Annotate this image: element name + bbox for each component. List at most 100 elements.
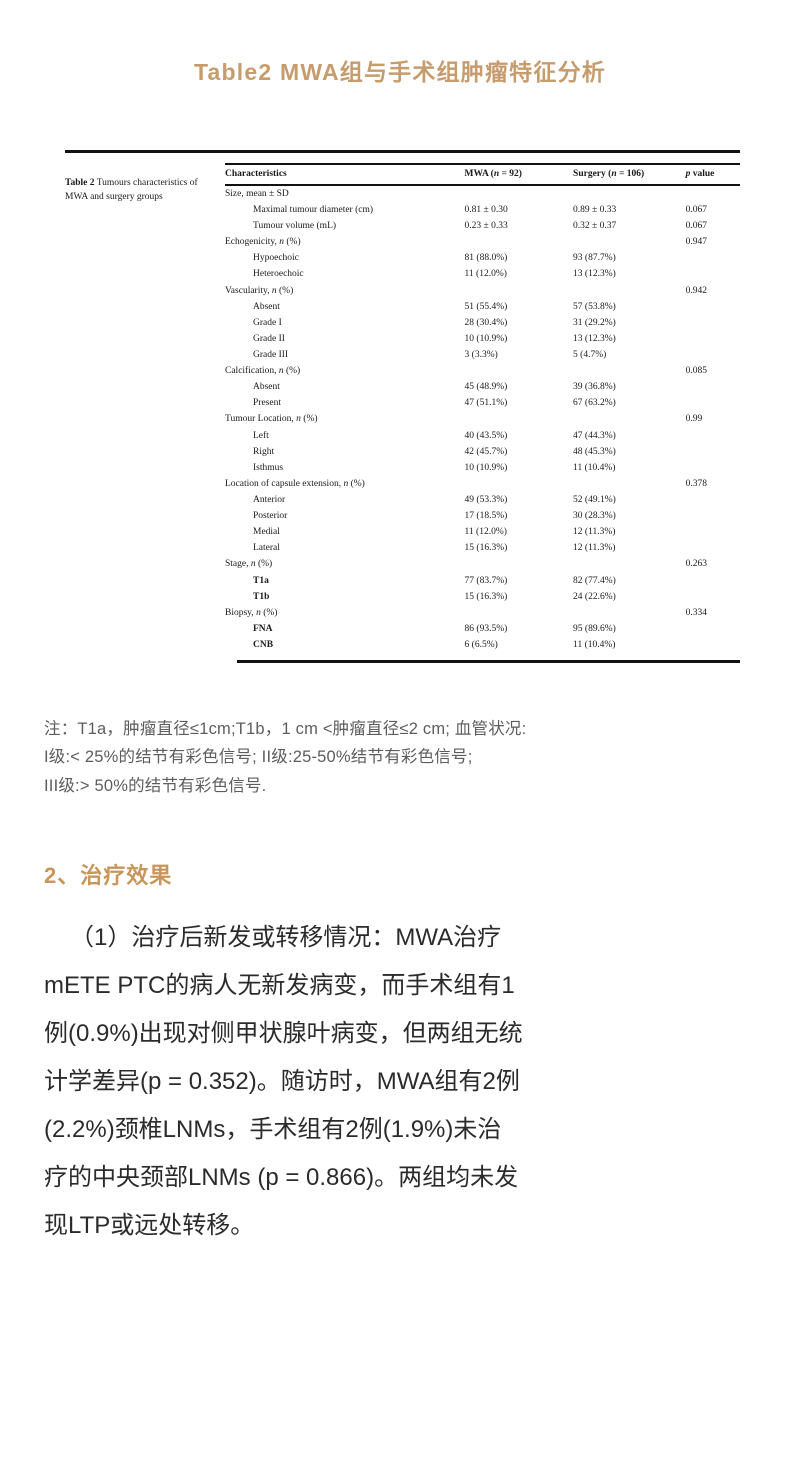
- cell-pvalue: [682, 428, 740, 444]
- cell-mwa: [463, 185, 572, 202]
- cell-mwa: 45 (48.9%): [464, 382, 508, 393]
- column-header-pvalue-italic: p: [685, 169, 691, 180]
- table-row: Tumour volume (mL) 0.23 ± 0.33 0.32 ± 0.37…: [225, 219, 740, 235]
- cell-surgery: 39 (36.8%): [573, 382, 616, 393]
- cell-surgery: [571, 605, 682, 621]
- cell-surgery: 48 (45.3%): [573, 446, 616, 457]
- cell-mwa: [463, 412, 572, 428]
- paragraph-line: 计学差异(p = 0.352)。随访时，MWA组有2例: [44, 1067, 520, 1095]
- cell-pvalue: 0.085: [685, 366, 707, 377]
- cell-mwa: 6 (6.5%): [464, 639, 498, 650]
- table-row: Heteroechoic 11 (12.0%) 13 (12.3%): [225, 267, 740, 283]
- cell-characteristic: FNA: [253, 623, 273, 634]
- page-root: Table2 MWA组与手术组肿瘤特征分析 Table 2 Tumours ch…: [0, 15, 800, 1250]
- cell-characteristic: Stage, n (%): [225, 559, 273, 570]
- table-row: Size, mean ± SD: [225, 185, 740, 202]
- cell-surgery: 52 (49.1%): [573, 494, 616, 505]
- section-heading: 2、治疗效果: [44, 862, 173, 888]
- cell-pvalue: [682, 541, 740, 557]
- column-header-mwa-pre: MWA (: [464, 169, 494, 180]
- cell-mwa: 3 (3.3%): [464, 349, 498, 360]
- table-row: Biopsy, n (%) 0.334: [225, 605, 740, 621]
- column-header-surgery: Surgery (n = 106): [571, 163, 682, 187]
- cell-mwa: 0.23 ± 0.33: [464, 221, 508, 232]
- cell-characteristic: Tumour Location, n (%): [225, 414, 318, 425]
- table-caption-number: Table 2: [65, 178, 95, 189]
- cell-characteristic: Anterior: [253, 494, 286, 505]
- table-body-wrapper: Table 2 Tumours characteristics of MWA a…: [65, 163, 740, 653]
- cell-characteristic: T1b: [253, 591, 270, 602]
- table-row: Right 42 (45.7%) 48 (45.3%): [225, 444, 740, 460]
- column-header-mwa-italic: n: [493, 169, 500, 180]
- cell-pvalue: 0.378: [685, 478, 707, 489]
- cell-pvalue: [682, 347, 740, 363]
- cell-pvalue: [682, 573, 740, 589]
- cell-surgery: 24 (22.6%): [573, 591, 616, 602]
- cell-mwa: 42 (45.7%): [464, 446, 508, 457]
- cell-surgery: 0.89 ± 0.33: [573, 205, 617, 215]
- cell-pvalue: [682, 380, 740, 396]
- cell-characteristic: Biopsy, n (%): [225, 607, 278, 618]
- table-row: Posterior 17 (18.5%) 30 (28.3%): [225, 508, 740, 524]
- table-row: Grade I 28 (30.4%) 31 (29.2%): [225, 315, 740, 331]
- table-row: Left 40 (43.5%) 47 (44.3%): [225, 428, 740, 444]
- note-line: III级:> 50%的结节有彩色信号.: [44, 776, 267, 795]
- cell-mwa: [463, 283, 572, 299]
- cell-mwa: 40 (43.5%): [464, 430, 508, 441]
- cell-mwa: 47 (51.1%): [464, 398, 508, 409]
- article-title: Table2 MWA组与手术组肿瘤特征分析: [194, 59, 606, 86]
- cell-mwa: 10 (10.9%): [464, 462, 508, 473]
- cell-mwa: 49 (53.3%): [464, 494, 508, 505]
- cell-pvalue: [682, 589, 740, 605]
- paragraph-line: (2.2%)颈椎LNMs，手术组有2例(1.9%)未治: [44, 1115, 502, 1143]
- cell-pvalue: [682, 508, 740, 524]
- table-row: Present 47 (51.1%) 67 (63.2%): [225, 396, 740, 412]
- table-row: Echogenicity, n (%) 0.947: [225, 235, 740, 251]
- cell-surgery: [571, 557, 682, 573]
- cell-pvalue: [682, 492, 740, 508]
- cell-characteristic: Left: [253, 430, 269, 441]
- cell-pvalue: [682, 525, 740, 541]
- cell-characteristic: Grade I: [253, 317, 282, 328]
- cell-mwa: 11 (12.0%): [464, 527, 507, 538]
- table-row: Stage, n (%) 0.263: [225, 557, 740, 573]
- table-row: T1b 15 (16.3%) 24 (22.6%): [225, 589, 740, 605]
- cell-pvalue: 0.942: [685, 285, 707, 296]
- note-line: I级:< 25%的结节有彩色信号; II级:25-50%结节有彩色信号;: [44, 748, 473, 767]
- body-paragraph: （1）治疗后新发或转移情况：MWA治疗 mETE PTC的病人无新发病变，而手术…: [44, 914, 756, 1250]
- column-header-mwa: MWA (n = 92): [462, 163, 572, 187]
- cell-characteristic: Heteroechoic: [253, 269, 304, 280]
- table-row: Tumour Location, n (%) 0.99: [225, 412, 740, 428]
- cell-surgery: [571, 364, 682, 380]
- note-line: 注：T1a，肿瘤直径≤1cm;T1b，1 cm <肿瘤直径≤2 cm; 血管状况…: [44, 719, 527, 738]
- table-row: Vascularity, n (%) 0.942: [225, 283, 740, 299]
- cell-mwa: [463, 605, 572, 621]
- cell-pvalue: [682, 331, 740, 347]
- cell-pvalue: [682, 251, 740, 267]
- cell-surgery: 47 (44.3%): [573, 430, 616, 441]
- cell-surgery: 5 (4.7%): [573, 349, 607, 360]
- cell-surgery: 67 (63.2%): [573, 398, 616, 409]
- cell-characteristic: Hypoechoic: [253, 253, 299, 264]
- cell-characteristic: Size, mean ± SD: [225, 188, 289, 199]
- cell-mwa: [463, 557, 572, 573]
- table-row: Calcification, n (%) 0.085: [225, 364, 740, 380]
- column-header-surgery-pre: Surgery (: [573, 169, 612, 180]
- paragraph-line: 现LTP或远处转移。: [44, 1211, 255, 1239]
- cell-pvalue: 0.334: [685, 607, 707, 618]
- cell-mwa: 15 (16.3%): [464, 543, 508, 554]
- cell-pvalue: [682, 460, 740, 476]
- cell-pvalue: 0.263: [685, 559, 707, 570]
- cell-characteristic: Absent: [253, 382, 280, 393]
- cell-mwa: [463, 235, 572, 251]
- cell-characteristic: Absent: [253, 301, 280, 312]
- cell-pvalue: [682, 637, 740, 653]
- table-note: 注：T1a，肿瘤直径≤1cm;T1b，1 cm <肿瘤直径≤2 cm; 血管状况…: [44, 715, 756, 800]
- cell-surgery: 31 (29.2%): [573, 317, 616, 328]
- tumour-characteristics-table: Characteristics MWA (n = 92) Surgery (n …: [225, 163, 740, 653]
- cell-surgery: 12 (11.3%): [573, 527, 616, 538]
- column-header-mwa-tail: = 92): [499, 169, 522, 180]
- table-caption-text: Tumours characteristics of MWA and surge…: [65, 178, 198, 203]
- cell-characteristic: T1a: [253, 575, 269, 586]
- table-row: Lateral 15 (16.3%) 12 (11.3%): [225, 541, 740, 557]
